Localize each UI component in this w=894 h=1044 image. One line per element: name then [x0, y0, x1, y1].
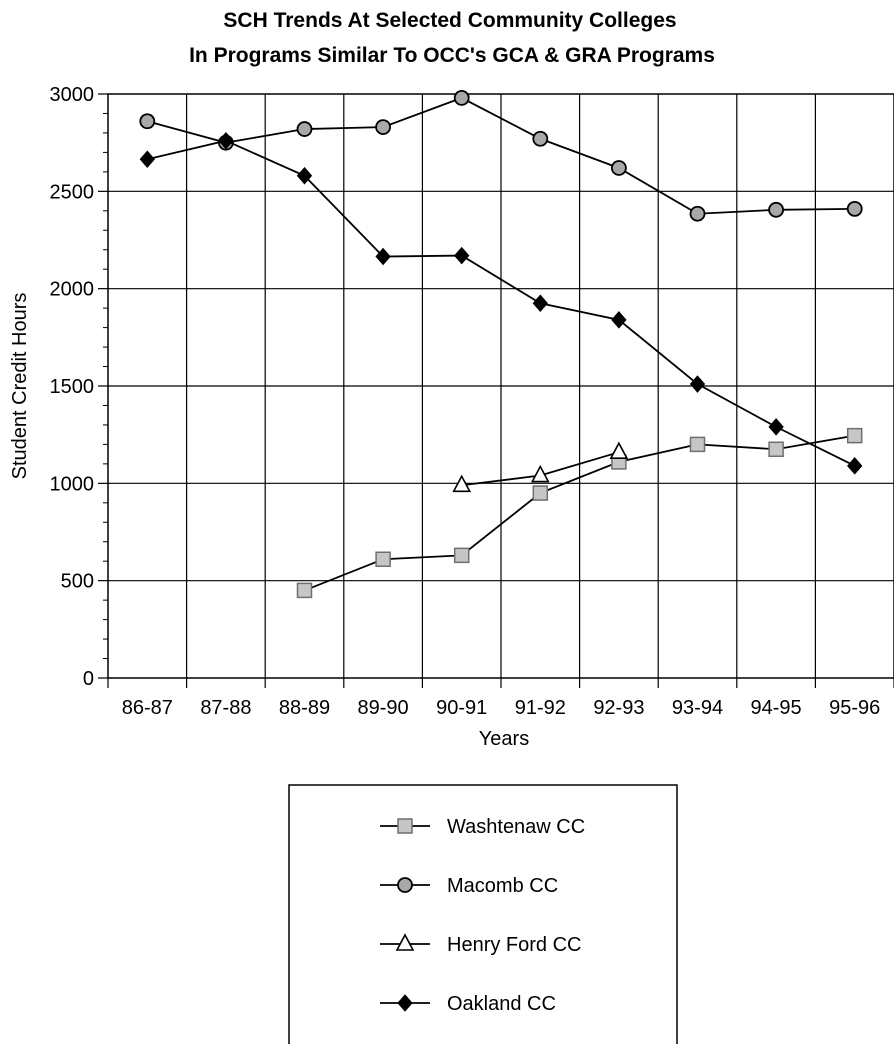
legend-item-washtenaw-cc: Washtenaw CC: [380, 816, 585, 838]
legend-label: Macomb CC: [447, 875, 558, 897]
data-point-washtenaw-cc: [296, 582, 313, 599]
series-henry-ford-cc: [452, 441, 629, 493]
y-tick-label: 3000: [50, 84, 95, 106]
data-point-macomb-cc: [689, 205, 706, 222]
data-point-macomb-cc: [846, 200, 863, 217]
data-point-oakland-cc: [532, 294, 548, 313]
x-tick-label: 92-93: [593, 697, 644, 719]
data-point-oakland-cc: [611, 311, 627, 329]
series-macomb-cc: [139, 89, 863, 222]
y-tick-label: 1000: [50, 473, 95, 495]
data-point-henry-ford-cc: [609, 441, 629, 459]
legend-item-henry-ford-cc: Henry Ford CC: [380, 933, 581, 956]
legend-marker-triangle: [395, 933, 415, 951]
data-point-macomb-cc: [611, 160, 627, 176]
data-point-washtenaw-cc: [375, 551, 391, 568]
legend-marker-diamond: [397, 994, 413, 1012]
series-oakland-cc: [139, 131, 863, 475]
series-line-macomb-cc: [147, 96, 855, 215]
chart-title-line-2: In Programs Similar To OCC's GCA & GRA P…: [189, 44, 715, 67]
legend-label: Oakland CC: [447, 993, 556, 1015]
x-tick-label: 94-95: [751, 697, 802, 719]
data-point-henry-ford-cc: [452, 474, 472, 493]
data-point-oakland-cc: [768, 418, 784, 436]
data-point-henry-ford-cc: [530, 464, 550, 483]
legend-label: Washtenaw CC: [447, 816, 585, 838]
data-point-oakland-cc: [454, 246, 470, 265]
series-washtenaw-cc: [296, 427, 863, 599]
legend-label: Henry Ford CC: [447, 934, 581, 956]
data-point-macomb-cc: [768, 201, 784, 218]
data-point-oakland-cc: [218, 131, 234, 150]
data-point-washtenaw-cc: [768, 441, 784, 458]
data-point-macomb-cc: [453, 89, 470, 106]
axis-ticks: 0 500 1000 1500 2000 2500 3000 86-87 87-88 88-89 8…: [50, 84, 894, 719]
x-tick-label: 91-92: [515, 697, 566, 719]
data-point-oakland-cc: [689, 375, 706, 393]
legend: Washtenaw CC Macomb CC Henry Ford CC Oaklan…: [380, 816, 585, 1015]
legend-box: [288, 784, 678, 1044]
data-point-macomb-cc: [296, 121, 313, 137]
legend-item-oakland-cc: Oakland CC: [380, 993, 556, 1015]
data-point-washtenaw-cc: [532, 485, 549, 501]
x-axis-title: Years: [479, 728, 529, 750]
x-tick-label: 87-88: [200, 697, 251, 719]
data-point-oakland-cc: [139, 150, 155, 168]
x-tick-label: 90-91: [436, 697, 487, 719]
legend-item-macomb-cc: Macomb CC: [380, 875, 558, 897]
x-tick-label: 95-96: [829, 697, 880, 719]
data-point-washtenaw-cc: [846, 427, 863, 444]
series-layer: [139, 89, 863, 599]
data-point-macomb-cc: [139, 113, 156, 130]
y-tick-label: 2500: [50, 181, 95, 203]
y-axis-title: Student Credit Hours: [9, 293, 31, 480]
y-tick-label: 500: [61, 571, 94, 593]
series-line-washtenaw-cc: [304, 434, 855, 592]
legend-marker-square: [397, 818, 413, 834]
legend-marker-circle: [397, 877, 413, 893]
data-point-oakland-cc: [375, 247, 391, 266]
data-point-washtenaw-cc: [453, 547, 470, 564]
y-tick-label: 1500: [50, 376, 95, 398]
data-point-macomb-cc: [532, 130, 549, 147]
data-point-macomb-cc: [375, 119, 392, 135]
y-tick-label: 2000: [50, 279, 95, 301]
x-tick-label: 93-94: [672, 697, 723, 719]
series-line-oakland-cc: [147, 139, 856, 467]
x-tick-label: 86-87: [122, 697, 173, 719]
y-tick-label: 0: [83, 668, 94, 690]
data-point-oakland-cc: [847, 457, 863, 475]
x-tick-label: 89-90: [358, 697, 409, 719]
data-point-oakland-cc: [296, 167, 313, 185]
data-point-washtenaw-cc: [689, 436, 706, 453]
x-tick-label: 88-89: [279, 697, 330, 719]
gridlines: [108, 94, 894, 678]
chart-title-line-1: SCH Trends At Selected Community College…: [223, 9, 676, 32]
